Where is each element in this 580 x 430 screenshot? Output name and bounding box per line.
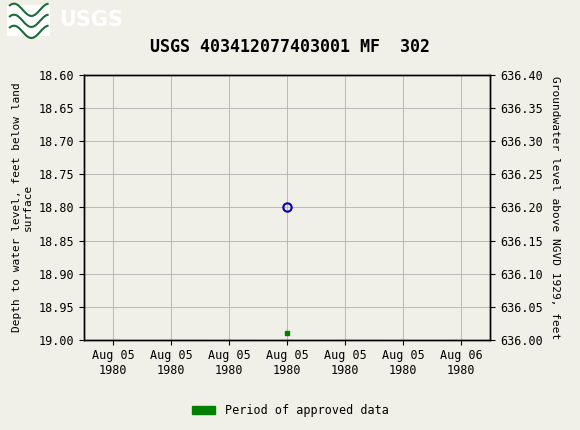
Text: USGS: USGS xyxy=(59,10,123,31)
Y-axis label: Depth to water level, feet below land
surface: Depth to water level, feet below land su… xyxy=(12,83,33,332)
FancyBboxPatch shape xyxy=(7,5,50,36)
Legend: Period of approved data: Period of approved data xyxy=(187,399,393,422)
Y-axis label: Groundwater level above NGVD 1929, feet: Groundwater level above NGVD 1929, feet xyxy=(549,76,560,339)
Text: USGS 403412077403001 MF  302: USGS 403412077403001 MF 302 xyxy=(150,38,430,56)
